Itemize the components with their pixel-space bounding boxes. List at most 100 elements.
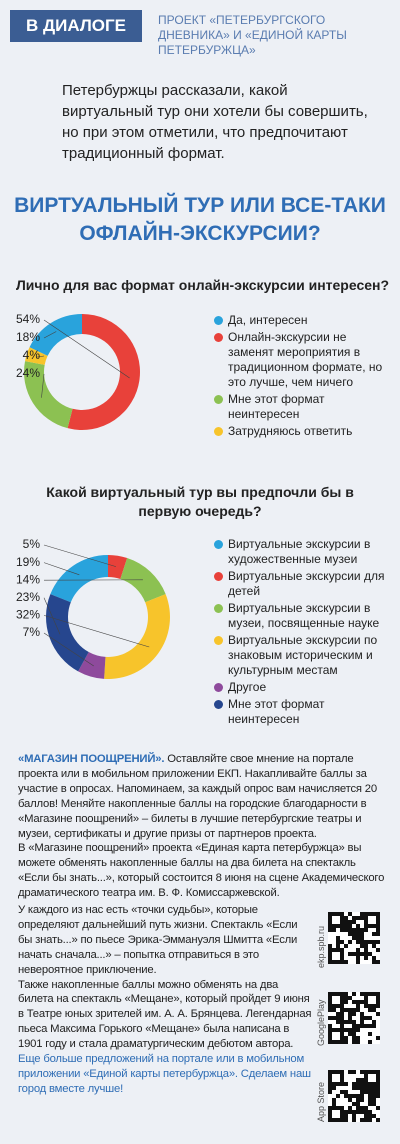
qr-cell [340,1024,344,1028]
qr-cell [368,1024,372,1028]
qr-cell [372,940,376,944]
qr-cell [340,1032,344,1036]
qr-cell [352,1000,356,1004]
qr-cell [340,928,344,932]
legend-dot [214,427,223,436]
qr-cell [340,960,344,964]
qr-cell [328,1028,332,1032]
qr-cell [368,1110,372,1114]
qr-cell [376,1000,380,1004]
qr-cell [348,924,352,928]
qr-cell [376,1094,380,1098]
legend-item: Мне этот формат неинтересен [214,697,392,727]
qr-cell [352,1020,356,1024]
donut-segment [45,594,89,672]
qr-cell [348,1110,352,1114]
qr-cell [352,1094,356,1098]
legend-dot [214,395,223,404]
legend-label: Другое [228,680,267,694]
qr-cell [352,932,356,936]
qr-cell [364,916,368,920]
legend-label: Виртуальные экскурсии в музеи, посвященн… [228,601,380,630]
qr-cell [368,940,372,944]
qr-cell [364,940,368,944]
qr-cell [328,924,332,928]
qr-cell [356,928,360,932]
qr-cell [352,952,356,956]
legend-dot [214,540,223,549]
qr-cell [348,940,352,944]
qr-cell [328,920,332,924]
qr-cell [328,948,332,952]
qr-cell [348,1032,352,1036]
qr-cell [328,1110,332,1114]
qr-cell [328,1008,332,1012]
qr-cell [344,996,348,1000]
qr-cell [340,940,344,944]
chart-title: Какой виртуальный тур вы предпочли бы в … [46,484,354,519]
qr-cell [376,1004,380,1008]
qr-cell [360,1000,364,1004]
qr-cell [360,1094,364,1098]
qr-cell [352,1070,356,1074]
qr-cell [348,1094,352,1098]
qr-cell [332,912,336,916]
qr-cell [376,924,380,928]
qr-cell [344,1020,348,1024]
qr-cell [360,1082,364,1086]
qr-cell [344,1110,348,1114]
legend-item: Мне этот формат неинтересен [214,392,392,422]
qr-cell [344,944,348,948]
qr-cell [328,1032,332,1036]
qr-cell [352,1082,356,1086]
badge: В ДИАЛОГЕ [10,10,142,42]
qr-cell [328,1070,332,1074]
qr-cell [372,912,376,916]
qr-cell [352,1102,356,1106]
qr-cell [368,1102,372,1106]
qr-cell [368,1090,372,1094]
qr-cell [364,1074,368,1078]
qr-cell [352,1114,356,1118]
qr-cell [344,1036,348,1040]
qr-cell [336,924,340,928]
qr-cell [364,1086,368,1090]
qr-cell [364,1016,368,1020]
legend-dot [214,316,223,325]
qr-cell [368,1118,372,1122]
qr-cell [368,1040,372,1044]
qr-cell [360,928,364,932]
qr-cell [352,1028,356,1032]
qr-cell [356,940,360,944]
qr-cell [356,1040,360,1044]
qr-cell [340,924,344,928]
qr-cell [336,1070,340,1074]
qr-cell [372,1020,376,1024]
qr-cell [360,952,364,956]
qr-cell [328,1036,332,1040]
qr-cell [336,912,340,916]
legend: Да, интересен Онлайн-экскурсии не заменят… [214,313,392,441]
qr-cell [332,1016,336,1020]
qr-cell [364,1114,368,1118]
qr-cell [352,1110,356,1114]
qr-cell [376,1086,380,1090]
qr-cell [356,916,360,920]
qr-cell [364,920,368,924]
data-label: 14% [16,572,40,586]
legend-item: Онлайн-экскурсии не заменят мероприятия … [214,330,392,390]
qr-cell [344,1114,348,1118]
qr-cell [364,924,368,928]
qr-cell [332,1102,336,1106]
leader-line [43,615,150,648]
qr-cell [348,952,352,956]
qr-cell [328,1000,332,1004]
qr-cell [360,1016,364,1020]
qr-cell [336,1016,340,1020]
qr-cell [348,1070,352,1074]
qr-cell [376,1106,380,1110]
article-top: «МАГАЗИН ПООЩРЕНИЙ». Оставляйте свое мне… [18,752,386,901]
qr-cell [328,1024,332,1028]
qr-cell [340,1078,344,1082]
qr-cell [344,1000,348,1004]
